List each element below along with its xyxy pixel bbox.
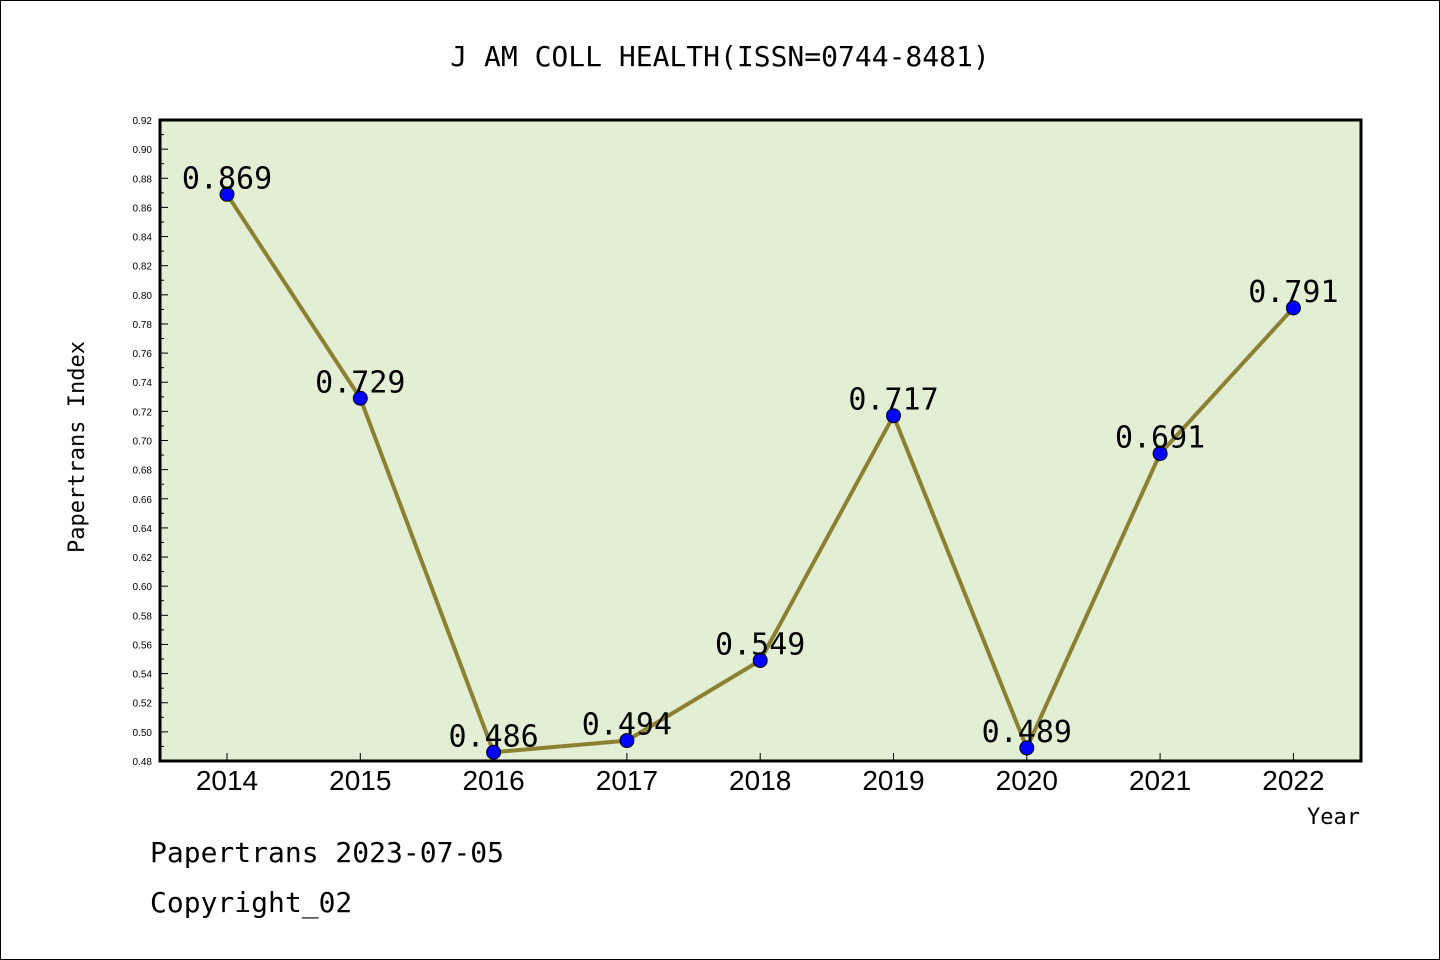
y-tick-label: 0.82 (133, 262, 153, 273)
y-tick-label: 0.52 (133, 699, 153, 710)
chart-title: J AM COLL HEALTH(ISSN=0744-8481) (450, 40, 989, 73)
data-point (619, 733, 635, 749)
data-label: 0.489 (982, 715, 1072, 750)
data-label: 0.691 (1115, 421, 1205, 456)
data-label: 0.549 (715, 627, 805, 662)
footer-date-line: Papertrans 2023-07-05 (150, 836, 505, 869)
data-series (219, 186, 1301, 760)
y-tick-label: 0.76 (133, 349, 153, 360)
data-label: 0.729 (315, 365, 405, 400)
y-axis-ticks: 0.48 0.50 0.52 0.54 0.56 0.58 0.60 0.62 0.64 0.66… (133, 116, 168, 768)
data-point (352, 390, 368, 406)
data-label: 0.717 (848, 383, 938, 418)
data-labels: 0.869 0.729 0.486 0.494 0.549 0.717 0.489 0.691… (182, 161, 1339, 754)
x-tick-label: 2020 (996, 765, 1058, 796)
x-tick-label: 2022 (1262, 765, 1324, 796)
y-tick-label: 0.92 (133, 116, 153, 127)
data-point (1019, 740, 1035, 756)
data-label: 0.494 (582, 708, 672, 743)
x-tick-label: 2016 (462, 765, 524, 796)
y-tick-label: 0.48 (133, 757, 153, 768)
x-tick-label: 2017 (596, 765, 658, 796)
y-tick-label: 0.54 (133, 670, 153, 681)
data-point (1152, 446, 1168, 462)
data-point (752, 652, 768, 668)
plot-border (158, 118, 1363, 763)
footer-copyright-line: Copyright_02 (150, 886, 353, 919)
y-tick-label: 0.78 (133, 320, 153, 331)
x-axis-ticks: 2014 2015 2016 2017 2018 2019 2020 2021 2022 (196, 753, 1325, 796)
y-tick-label: 0.50 (133, 728, 153, 739)
x-tick-label: 2015 (329, 765, 391, 796)
y-tick-label: 0.64 (133, 524, 153, 535)
y-tick-label: 0.74 (133, 378, 153, 389)
x-tick-label: 2018 (729, 765, 791, 796)
y-tick-label: 0.60 (133, 582, 153, 593)
data-point (219, 186, 235, 202)
y-tick-label: 0.58 (133, 611, 153, 622)
y-tick-label: 0.66 (133, 495, 153, 506)
data-point (886, 408, 901, 424)
y-axis-label: Papertrans Index (65, 341, 90, 553)
data-point (1285, 300, 1301, 316)
data-label: 0.486 (448, 719, 538, 754)
data-label: 0.869 (182, 161, 272, 196)
y-tick-label: 0.72 (133, 407, 153, 418)
y-tick-label: 0.84 (133, 233, 153, 244)
x-tick-label: 2021 (1129, 765, 1191, 796)
x-tick-label: 2019 (862, 765, 924, 796)
y-tick-label: 0.80 (133, 291, 153, 302)
y-tick-label: 0.86 (133, 203, 153, 214)
data-point (486, 744, 502, 760)
y-tick-label: 0.90 (133, 145, 153, 156)
y-tick-label: 0.62 (133, 553, 153, 564)
y-tick-label: 0.88 (133, 174, 153, 185)
y-tick-label: 0.68 (133, 466, 153, 477)
x-tick-label: 2014 (196, 765, 258, 796)
x-axis-label: Year (1307, 805, 1360, 830)
data-label: 0.791 (1248, 275, 1338, 310)
y-tick-label: 0.70 (133, 437, 153, 448)
y-tick-label: 0.56 (133, 640, 153, 651)
